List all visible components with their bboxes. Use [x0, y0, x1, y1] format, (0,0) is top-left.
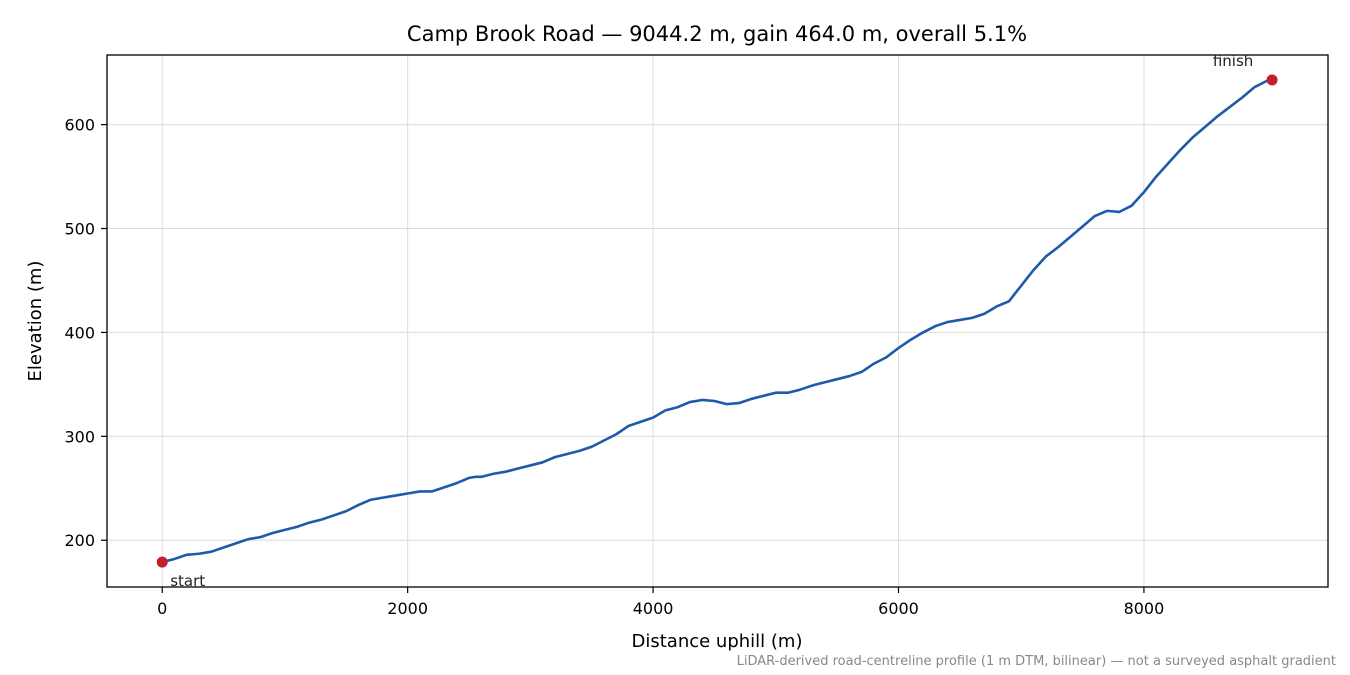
start-marker: [156, 556, 168, 568]
plot-frame: [106, 54, 1329, 588]
y-tick-label: 600: [64, 116, 95, 135]
finish-annotation: finish: [1213, 52, 1253, 70]
x-tick-label: 4000: [633, 599, 674, 618]
x-tick-label: 2000: [387, 599, 428, 618]
chart-title: Camp Brook Road — 9044.2 m, gain 464.0 m…: [407, 22, 1027, 46]
y-tick-label: 200: [64, 531, 95, 550]
y-tick-label: 500: [64, 220, 95, 239]
x-tick-label: 8000: [1124, 599, 1165, 618]
grid-lines: [107, 55, 1328, 587]
start-annotation: start: [170, 572, 205, 590]
y-axis-ticks: 200 300 400 500 600: [64, 116, 107, 550]
x-axis-ticks: 0 2000 4000 6000 8000: [157, 587, 1164, 618]
y-tick-label: 300: [64, 427, 95, 446]
y-axis-label: Elevation (m): [25, 261, 46, 382]
footnote: LiDAR-derived road-centreline profile (1…: [737, 654, 1336, 669]
elevation-profile-line: [160, 78, 1274, 564]
finish-marker: [1266, 74, 1278, 86]
y-tick-label: 400: [64, 323, 95, 342]
x-axis-label: Distance uphill (m): [632, 631, 803, 652]
x-tick-label: 0: [157, 599, 167, 618]
x-tick-label: 6000: [878, 599, 919, 618]
